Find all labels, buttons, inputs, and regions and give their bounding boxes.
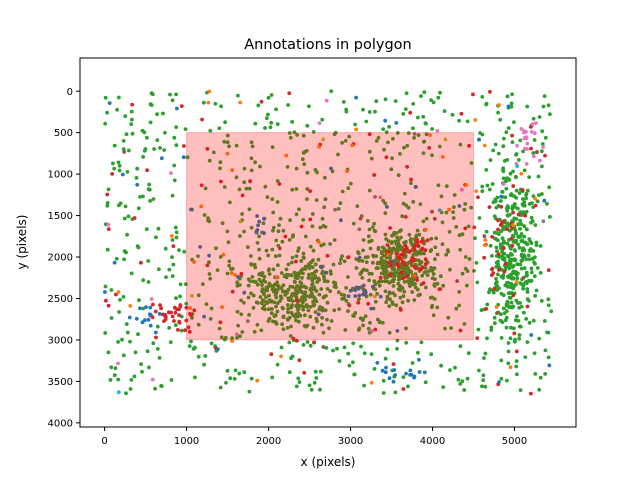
axes-frame bbox=[79, 57, 577, 428]
x-tick-label: 2000 bbox=[256, 436, 281, 447]
x-axis: 0 1000 2000 3000 4000 5000 bbox=[101, 427, 527, 447]
y-tick-label: 500 bbox=[54, 128, 73, 139]
selection-polygon bbox=[186, 132, 475, 341]
y-tick-label: 3500 bbox=[48, 377, 73, 388]
y-tick-label: 2500 bbox=[48, 294, 73, 305]
category-olive-points bbox=[190, 137, 448, 299]
x-tick-label: 4000 bbox=[420, 436, 445, 447]
y-axis: 0 500 1000 1500 2000 2500 3000 3500 4000 bbox=[48, 87, 80, 429]
y-tick-label: 0 bbox=[67, 87, 73, 98]
y-tick-label: 3000 bbox=[48, 336, 73, 347]
category-orange-points bbox=[116, 89, 537, 385]
y-tick-label: 1000 bbox=[48, 170, 73, 181]
x-tick-label: 0 bbox=[101, 436, 107, 447]
category-brown-points bbox=[122, 150, 539, 349]
category-blue-points bbox=[103, 95, 552, 384]
category-cyan-points bbox=[116, 164, 519, 395]
category-pink-points bbox=[106, 98, 546, 382]
x-tick-label: 3000 bbox=[338, 436, 363, 447]
y-tick-label: 4000 bbox=[48, 418, 73, 429]
category-green-points bbox=[103, 89, 554, 396]
y-tick-label: 2000 bbox=[48, 253, 73, 264]
y-tick-label: 1500 bbox=[48, 211, 73, 222]
scatter-points bbox=[103, 89, 554, 396]
chart-title: Annotations in polygon bbox=[244, 37, 411, 53]
plot-area bbox=[79, 57, 577, 428]
y-axis-label: y (pixels) bbox=[15, 215, 29, 270]
x-tick-label: 5000 bbox=[502, 436, 527, 447]
x-tick-label: 1000 bbox=[174, 436, 199, 447]
x-axis-label: x (pixels) bbox=[301, 455, 356, 469]
category-gray-points bbox=[245, 132, 546, 323]
category-red-points bbox=[104, 89, 551, 396]
